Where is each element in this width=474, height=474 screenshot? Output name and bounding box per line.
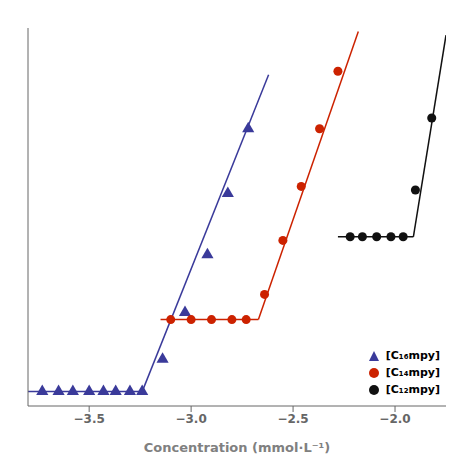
html-text:[C₁₂mpy]: [C₁₂mpy]: [385, 383, 440, 396]
svg-text:−3.0: −3.0: [175, 412, 206, 426]
svg-text:−2.0: −2.0: [379, 412, 410, 426]
html-text:[C₁₄mpy]: [C₁₄mpy]: [385, 366, 440, 379]
html-text:[C₁₆mpy]: [C₁₆mpy]: [385, 349, 440, 362]
svg-text:−3.5: −3.5: [74, 412, 105, 426]
svg-text:Concentration (mmol·L⁻¹): Concentration (mmol·L⁻¹): [144, 440, 330, 455]
svg-text:−2.5: −2.5: [277, 412, 308, 426]
